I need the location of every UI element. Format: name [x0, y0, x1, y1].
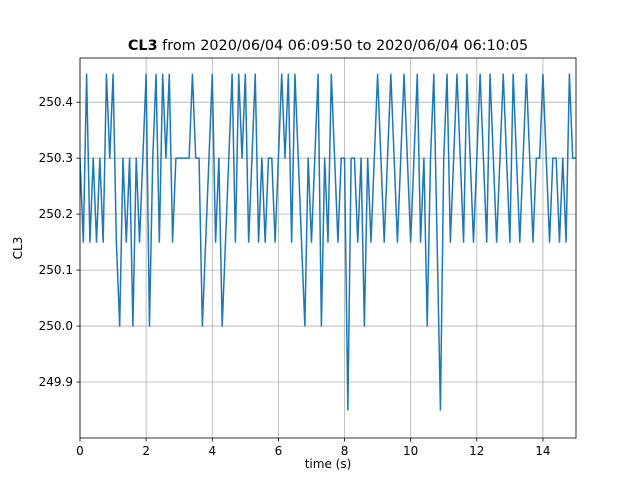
x-tick-label: 10 — [403, 444, 418, 458]
title-bold: CL3 — [128, 38, 158, 54]
title-text: from 2020/06/04 06:09:50 to 2020/06/04 0… — [162, 38, 528, 54]
x-tick-label: 8 — [341, 444, 349, 458]
y-tick-label: 250.0 — [39, 319, 73, 333]
x-tick-label: 12 — [469, 444, 484, 458]
y-tick-label: 249.9 — [39, 375, 73, 389]
chart-title: CL3 from 2020/06/04 06:09:50 to 2020/06/… — [128, 38, 528, 54]
y-axis-label: CL3 — [11, 237, 25, 260]
data-line — [80, 73, 576, 411]
x-tick-label: 6 — [275, 444, 283, 458]
x-tick-label: 4 — [208, 444, 216, 458]
x-tick-label: 2 — [142, 444, 150, 458]
y-tick-label: 250.3 — [39, 151, 73, 165]
y-tick-label: 250.2 — [39, 207, 73, 221]
x-tick-label: 14 — [535, 444, 550, 458]
y-tick-label: 250.4 — [39, 95, 73, 109]
x-axis-label: time (s) — [305, 457, 352, 471]
x-tick-label: 0 — [76, 444, 84, 458]
axes-frame — [79, 57, 577, 439]
y-tick-label: 250.1 — [39, 263, 73, 277]
